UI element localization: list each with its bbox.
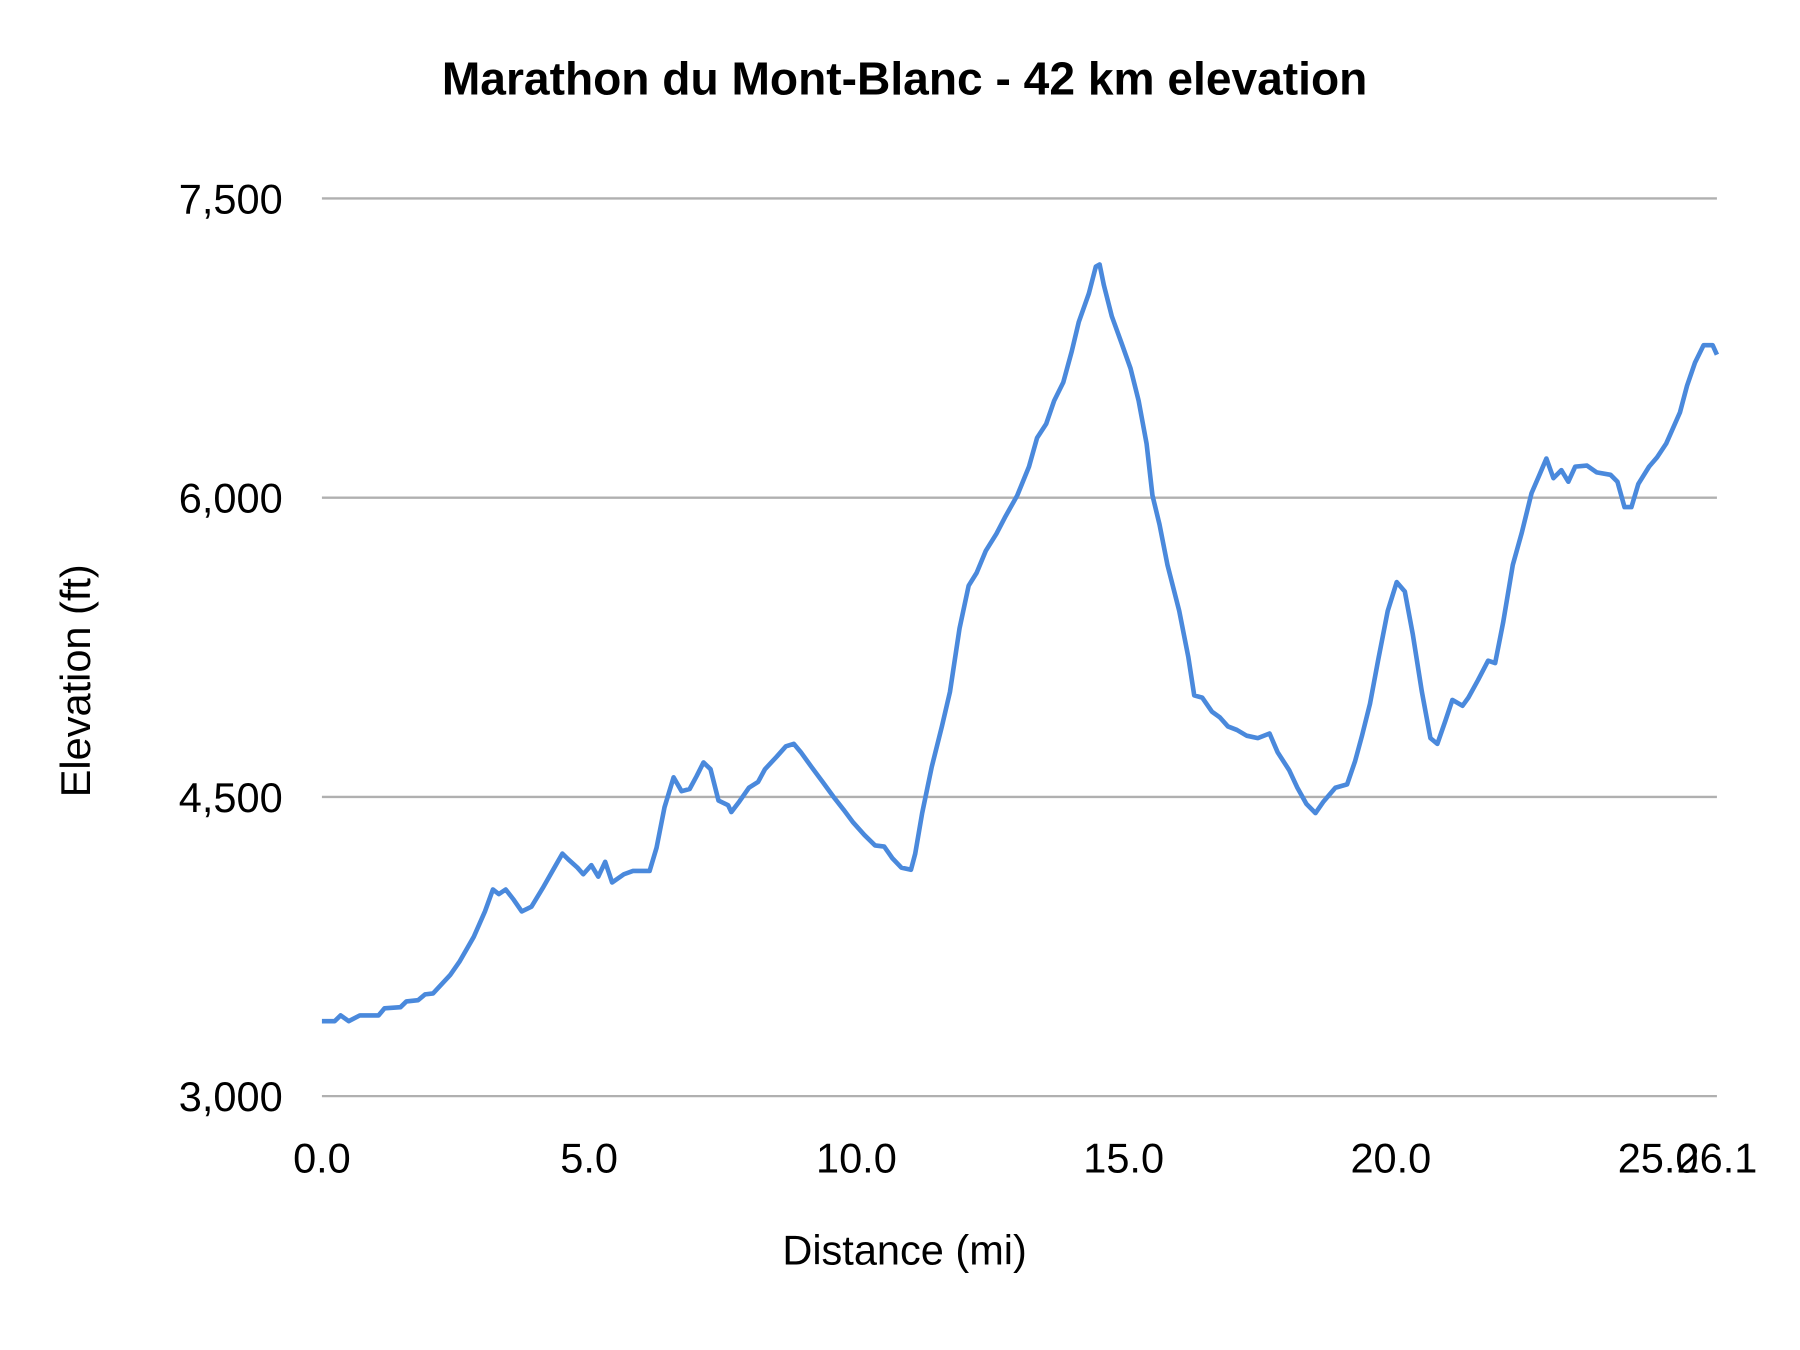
x-tick-label: 5.0 [560, 1134, 618, 1181]
y-axis-ticks: 3,000 4,500 6,000 7,500 [179, 175, 283, 1120]
y-tick-label: 6,000 [179, 475, 283, 522]
x-tick-label: 25.0 [1618, 1134, 1699, 1181]
x-axis-label: Distance (mi) [782, 1227, 1027, 1274]
elevation-line [321, 262, 1720, 1024]
chart-title: Marathon du Mont-Blanc - 42 km elevation [442, 53, 1368, 105]
y-tick-label: 4,500 [179, 774, 283, 821]
x-axis-ticks: 0.0 5.0 10.0 15.0 20.0 25.026.1 [293, 1134, 1757, 1181]
y-axis-label: Elevation (ft) [52, 564, 99, 797]
x-tick-label: 0.0 [293, 1134, 351, 1181]
x-tick-label: 20.0 [1350, 1134, 1431, 1181]
y-tick-label: 3,000 [179, 1073, 283, 1120]
gridlines [321, 197, 1717, 1098]
x-tick-label: 26.1 [1677, 1134, 1758, 1181]
y-tick-label: 7,500 [179, 175, 283, 222]
x-tick-label: 15.0 [1083, 1134, 1164, 1181]
x-tick-label: 10.0 [816, 1134, 897, 1181]
